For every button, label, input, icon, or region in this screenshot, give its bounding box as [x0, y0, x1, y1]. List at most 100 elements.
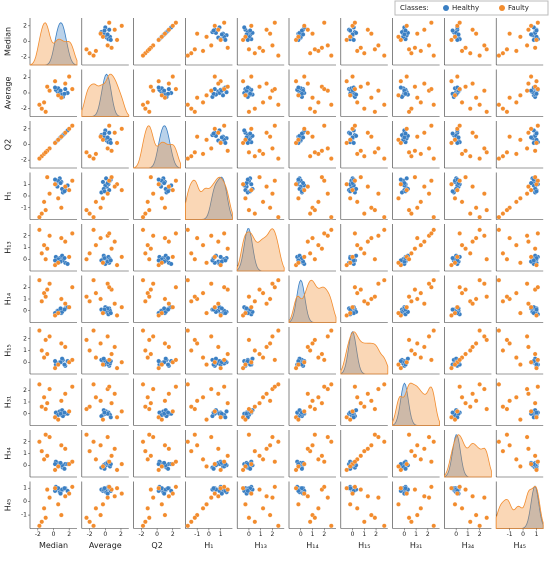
point	[37, 102, 42, 108]
point	[225, 148, 231, 154]
cell	[444, 481, 492, 529]
point	[43, 337, 49, 343]
point	[496, 382, 502, 387]
point	[58, 235, 64, 241]
point	[365, 239, 371, 244]
point	[108, 414, 114, 420]
point	[47, 281, 52, 287]
point	[376, 434, 381, 440]
y-tick-label: 2	[23, 22, 27, 29]
point	[477, 156, 482, 161]
point	[305, 27, 311, 33]
point	[52, 467, 58, 473]
point	[481, 146, 487, 151]
point	[52, 258, 58, 263]
point	[429, 284, 434, 290]
point	[223, 310, 228, 316]
point	[47, 88, 52, 94]
point	[296, 196, 301, 201]
point	[347, 34, 353, 40]
point	[91, 156, 96, 161]
point	[98, 31, 103, 37]
point	[401, 135, 407, 140]
point	[162, 95, 168, 101]
point	[361, 519, 367, 525]
point	[170, 304, 176, 310]
point	[496, 214, 502, 220]
legend-entry[interactable]: Faulty	[508, 4, 529, 12]
point	[406, 337, 412, 343]
point	[100, 34, 106, 40]
point	[105, 146, 111, 151]
point	[39, 348, 45, 353]
point	[301, 187, 307, 193]
x-tick-label: -2	[87, 531, 93, 538]
point	[500, 404, 506, 410]
point	[267, 398, 273, 404]
point	[467, 348, 473, 353]
point	[168, 261, 174, 267]
point	[358, 400, 364, 406]
point	[173, 484, 179, 490]
point	[351, 140, 357, 146]
point	[347, 464, 353, 469]
point	[452, 417, 458, 422]
point	[293, 181, 299, 187]
point	[112, 446, 118, 452]
point	[406, 256, 412, 262]
cell	[236, 378, 285, 426]
y-axis-label: H₄₅	[4, 499, 13, 511]
point	[143, 298, 148, 304]
point	[156, 414, 162, 420]
point	[225, 84, 231, 90]
point	[418, 506, 424, 511]
point	[44, 287, 50, 292]
point	[267, 341, 273, 346]
point	[162, 442, 168, 448]
point	[112, 130, 118, 136]
point	[513, 394, 519, 400]
point	[247, 91, 253, 97]
x-tick-label: 0	[351, 531, 355, 538]
point	[58, 205, 64, 211]
point	[105, 434, 111, 440]
point	[62, 86, 68, 92]
point	[248, 461, 254, 467]
point	[185, 102, 191, 108]
point	[41, 199, 47, 205]
cell	[444, 18, 492, 66]
point	[52, 313, 58, 318]
point	[504, 109, 510, 115]
point	[245, 85, 251, 90]
legend-entry[interactable]: Healthy	[452, 4, 479, 12]
point	[44, 246, 50, 252]
point	[316, 394, 321, 400]
point	[221, 284, 227, 290]
point	[463, 45, 468, 51]
x-tick-label: 0	[521, 531, 525, 538]
point	[225, 400, 231, 406]
point	[429, 178, 434, 184]
point	[352, 284, 358, 290]
cell	[185, 275, 233, 323]
point	[531, 258, 537, 263]
point	[219, 491, 225, 496]
point	[358, 487, 364, 492]
point	[91, 53, 96, 58]
point	[500, 251, 506, 256]
x-tick-label: 0	[454, 531, 458, 538]
point	[365, 27, 371, 33]
point	[245, 488, 251, 494]
point	[459, 290, 465, 296]
y-tick-label: 0	[23, 359, 27, 366]
point	[344, 467, 350, 473]
point	[316, 199, 321, 205]
point	[305, 446, 311, 452]
point	[398, 181, 404, 187]
cell	[288, 121, 336, 169]
point	[477, 214, 482, 220]
point	[467, 106, 473, 112]
point	[39, 298, 45, 304]
point	[219, 135, 225, 140]
cell	[288, 18, 336, 66]
